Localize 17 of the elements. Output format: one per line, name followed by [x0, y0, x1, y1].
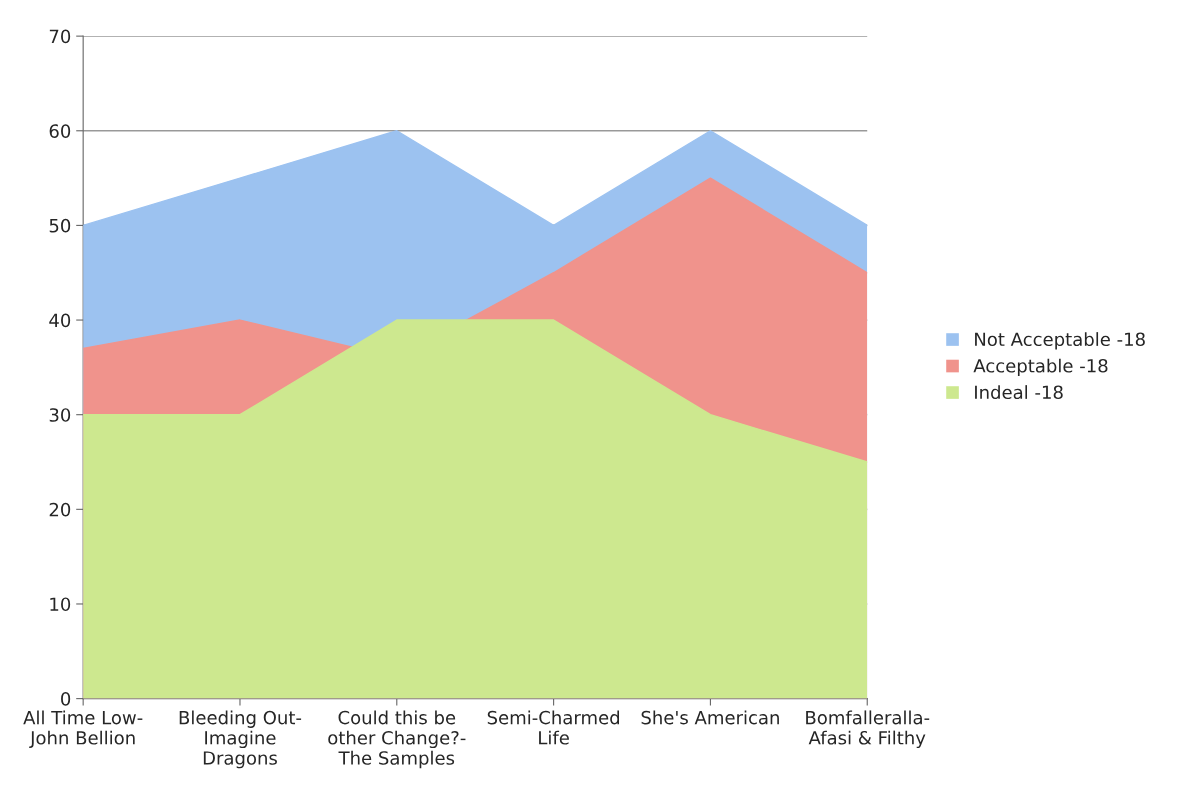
y-tick-label: 10 [50, 597, 71, 612]
x-tick-label: Bomfalleralla- Afasi & Filthy [806, 710, 930, 749]
x-tick-label: All Time Low- John Bellion [23, 710, 143, 748]
legend-label: Not Acceptable -18 [975, 332, 1145, 350]
y-tick-label: 70 [49, 29, 71, 44]
legend-label: Acceptable -18 [973, 358, 1108, 377]
x-tick-label: Could this be other Change?- The Samples [328, 710, 466, 769]
x-tick-label: Semi-Charmed Life [487, 710, 619, 745]
y-tick-label: 20 [49, 502, 71, 517]
y-tick-label: 60 [49, 124, 71, 138]
x-tick-label: Bleeding Out- Imagine Dragons [179, 710, 302, 769]
legend-label: Indeal -18 [975, 385, 1063, 400]
x-tick-label: She's American [641, 710, 779, 725]
y-tick-label: 30 [49, 408, 71, 422]
y-tick-label: 0 [61, 692, 71, 706]
y-tick-label: 40 [49, 313, 71, 328]
y-tick-label: 50 [49, 218, 71, 233]
